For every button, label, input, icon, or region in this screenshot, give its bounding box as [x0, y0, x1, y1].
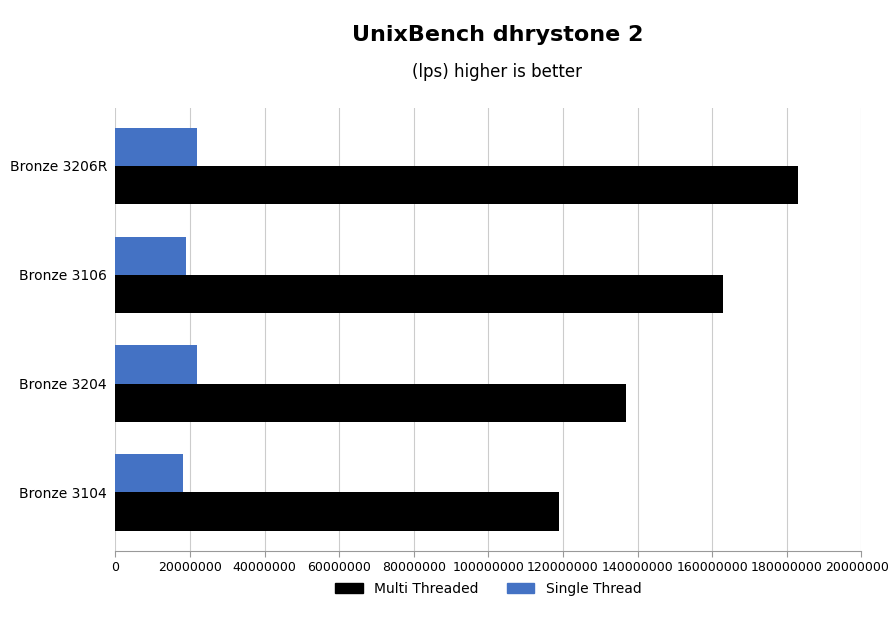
Text: (lps) higher is better: (lps) higher is better — [412, 63, 583, 81]
Bar — [115, 166, 798, 204]
Bar — [115, 454, 183, 492]
Bar — [115, 275, 724, 313]
Bar — [115, 384, 626, 422]
Legend: Multi Threaded, Single Thread: Multi Threaded, Single Thread — [330, 576, 646, 601]
Bar — [115, 346, 197, 384]
Bar — [115, 237, 186, 275]
Text: UnixBench dhrystone 2: UnixBench dhrystone 2 — [352, 25, 643, 46]
Bar — [115, 492, 559, 530]
Bar — [115, 128, 197, 166]
